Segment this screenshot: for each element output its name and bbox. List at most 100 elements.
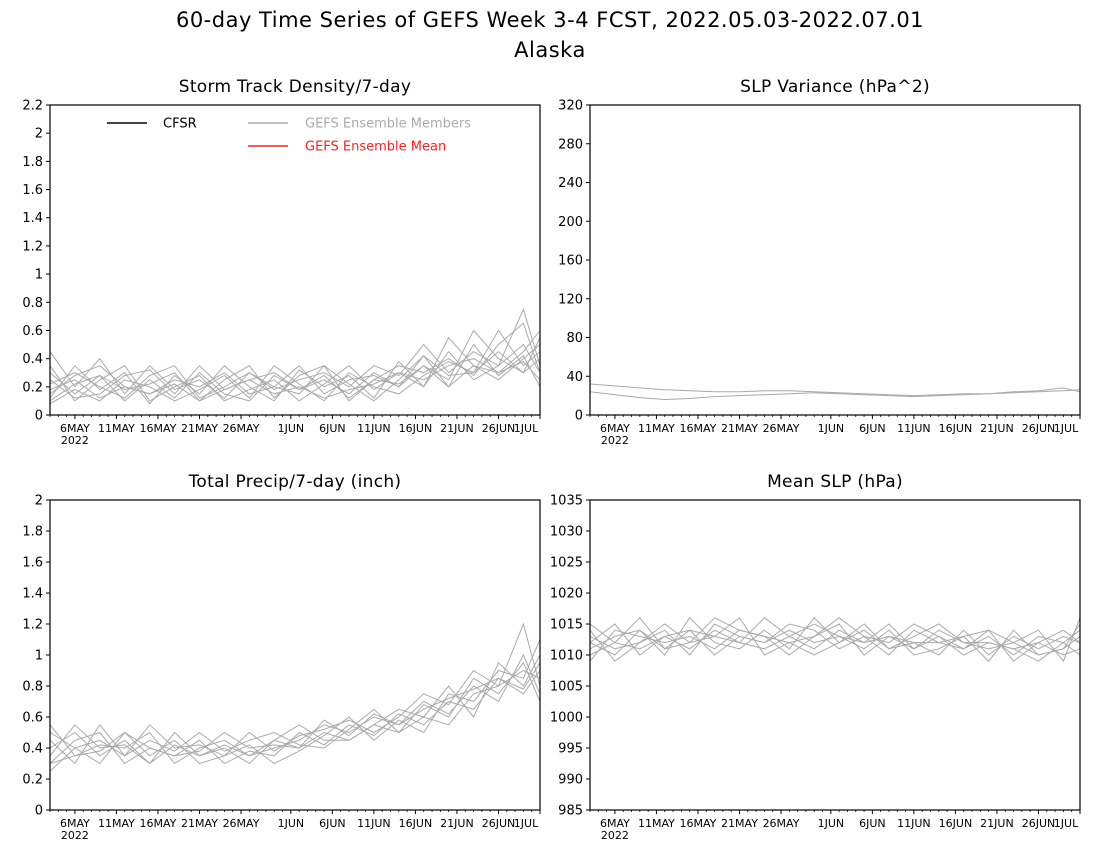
- x-tick-label: 1JUL: [1054, 817, 1079, 830]
- y-tick-label: 0.4: [22, 742, 43, 757]
- y-tick-label: 1.4: [22, 587, 43, 602]
- x-tick-label: 11JUN: [357, 422, 391, 435]
- x-tick-label: 21MAY: [721, 817, 758, 830]
- y-tick-label: 1030: [550, 525, 583, 540]
- y-tick-label: 280: [558, 137, 583, 152]
- series-line: [49, 654, 541, 765]
- x-tick-label: 11JUN: [897, 817, 931, 830]
- y-tick-label: 1: [35, 649, 43, 664]
- x-tick-label: 16JUN: [399, 817, 433, 830]
- x-tick-label: 26MAY: [763, 422, 800, 435]
- y-tick-label: 995: [558, 742, 583, 757]
- y-tick-label: 1: [35, 268, 43, 283]
- y-tick-label: 1.8: [22, 525, 43, 540]
- figure-subtitle: Alaska: [514, 38, 586, 62]
- series-line: [49, 669, 541, 765]
- x-tick-label: 6JUN: [319, 817, 346, 830]
- x-tick-label: 11MAY: [98, 817, 135, 830]
- series-line: [49, 343, 541, 402]
- x-year-label: 2022: [61, 434, 89, 447]
- x-tick-label: 11MAY: [638, 817, 675, 830]
- chart-panel: Mean SLP (hPa) 985 990 995 1000 1005 1010 1015 1…: [550, 472, 1081, 842]
- y-tick-label: 1.8: [22, 155, 43, 170]
- x-tick-label: 16JUN: [399, 422, 433, 435]
- y-tick-label: 1.2: [22, 239, 43, 254]
- y-tick-label: 0.2: [22, 380, 43, 395]
- y-tick-label: 1.6: [22, 556, 43, 571]
- y-tick-label: 1.4: [22, 211, 43, 226]
- panel-title: SLP Variance (hPa^2): [740, 77, 930, 97]
- y-tick-label: 0.2: [22, 773, 43, 788]
- y-tick-label: 0.4: [22, 352, 43, 367]
- y-tick-label: 2.2: [22, 99, 43, 114]
- panel-title: Mean SLP (hPa): [767, 472, 903, 492]
- x-tick-label: 1JUL: [514, 817, 539, 830]
- series-line: [589, 617, 1081, 662]
- x-tick-label: 11MAY: [638, 422, 675, 435]
- x-tick-label: 1JUL: [1054, 422, 1079, 435]
- series-line: [589, 617, 1081, 662]
- series-line: [49, 329, 541, 395]
- series-group: [49, 307, 541, 405]
- x-tick-label: 1JUL: [514, 422, 539, 435]
- x-tick-label: 11MAY: [98, 422, 135, 435]
- series-line: [49, 670, 541, 764]
- x-tick-label: 26MAY: [223, 817, 260, 830]
- x-tick-label: 16MAY: [140, 422, 177, 435]
- x-tick-label: 26JUN: [1022, 422, 1056, 435]
- legend: CFSR GEFS Ensemble Members GEFS Ensemble M…: [107, 117, 471, 155]
- x-tick-label: 26JUN: [482, 817, 516, 830]
- y-tick-label: 2: [35, 494, 43, 509]
- y-tick-label: 0: [35, 804, 43, 819]
- legend-label: GEFS Ensemble Mean: [305, 140, 446, 155]
- panel-title: Total Precip/7-day (inch): [188, 472, 402, 492]
- x-year-label: 2022: [601, 434, 629, 447]
- x-tick-label: 26JUN: [482, 422, 516, 435]
- x-tick-label: 6JUN: [859, 422, 886, 435]
- x-tick-label: 21JUN: [440, 817, 474, 830]
- y-tick-label: 1000: [550, 711, 583, 726]
- plot-frame: [589, 499, 1081, 811]
- x-tick-label: 6MAY: [60, 817, 90, 830]
- series-group: [49, 622, 541, 772]
- series-group: [589, 383, 1081, 401]
- series-line: [589, 383, 1081, 397]
- x-tick-label: 21MAY: [181, 422, 218, 435]
- series-line: [49, 661, 541, 765]
- plot-frame: [49, 104, 541, 416]
- x-tick-label: 16JUN: [939, 817, 973, 830]
- x-tick-label: 16MAY: [140, 817, 177, 830]
- x-tick-label: 21JUN: [440, 422, 474, 435]
- x-tick-label: 26MAY: [763, 817, 800, 830]
- y-tick-label: 0.8: [22, 296, 43, 311]
- y-tick-label: 1015: [550, 618, 583, 633]
- plot-frame: [49, 499, 541, 811]
- x-tick-label: 6MAY: [60, 422, 90, 435]
- series-line: [49, 653, 541, 765]
- y-tick-label: 40: [566, 370, 583, 385]
- chart-panels: Storm Track Density/7-day00.20.40.60.811…: [22, 77, 1081, 842]
- series-line: [49, 322, 541, 399]
- x-tick-label: 16JUN: [939, 422, 973, 435]
- y-tick-label: 1020: [550, 587, 583, 602]
- series-line: [49, 307, 541, 399]
- x-tick-label: 16MAY: [680, 817, 717, 830]
- chart-panel: Total Precip/7-day (inch)00.20.40.60.811…: [22, 472, 541, 842]
- y-tick-label: 0.6: [22, 324, 43, 339]
- y-tick-label: 1.2: [22, 618, 43, 633]
- y-tick-label: 160: [558, 254, 583, 269]
- y-tick-label: 200: [558, 215, 583, 230]
- x-tick-label: 6JUN: [319, 422, 346, 435]
- legend-label: GEFS Ensemble Members: [305, 117, 471, 132]
- y-tick-label: 240: [558, 176, 583, 191]
- chart-panel: SLP Variance (hPa^2) 0 40 80 120 160 200 240 280…: [558, 77, 1081, 447]
- series-line: [589, 389, 1081, 401]
- figure-title: 60-day Time Series of GEFS Week 3-4 FCST…: [176, 8, 924, 32]
- legend-label: CFSR: [163, 117, 197, 132]
- x-tick-label: 6MAY: [600, 422, 630, 435]
- series-line: [49, 329, 541, 405]
- x-tick-label: 16MAY: [680, 422, 717, 435]
- series-line: [49, 662, 541, 765]
- x-year-label: 2022: [601, 829, 629, 842]
